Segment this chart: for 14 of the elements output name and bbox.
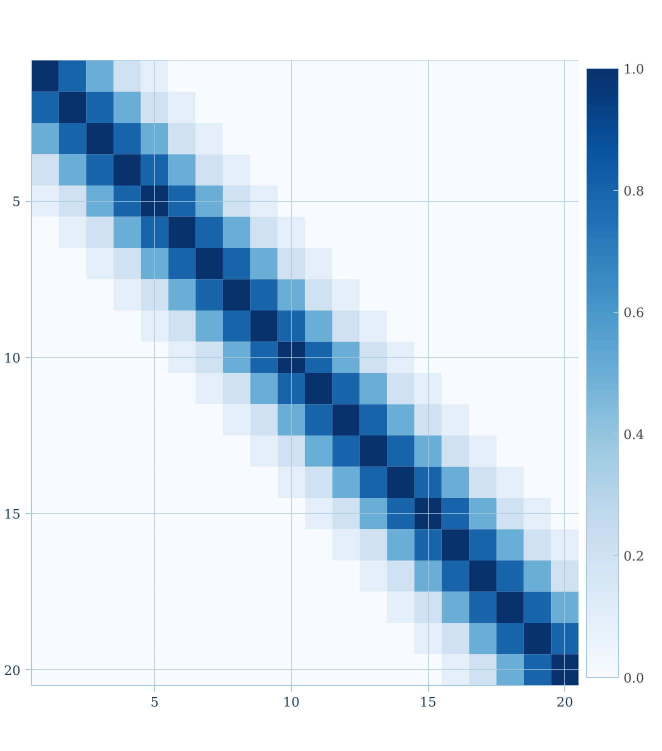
x-tick-label: 10 [283,696,300,710]
y-tick-label: 15 [4,508,21,523]
y-tick-label: 5 [12,195,21,210]
color-bar-label: 1.0 [624,62,644,78]
y-tick-label: 10 [4,351,21,366]
color-bar-label: 0.6 [624,306,644,322]
y-tick-label: 20 [4,664,21,679]
x-tick-label: 15 [420,696,436,710]
x-tick-label: 20 [556,696,574,710]
color-bar-label: 0.2 [624,550,644,565]
color-bar-label: 0.4 [624,428,644,443]
x-tick-label: 5 [150,696,159,710]
color-bar-label: 0.8 [624,184,644,200]
color-bar-label: 0.0 [624,672,644,686]
